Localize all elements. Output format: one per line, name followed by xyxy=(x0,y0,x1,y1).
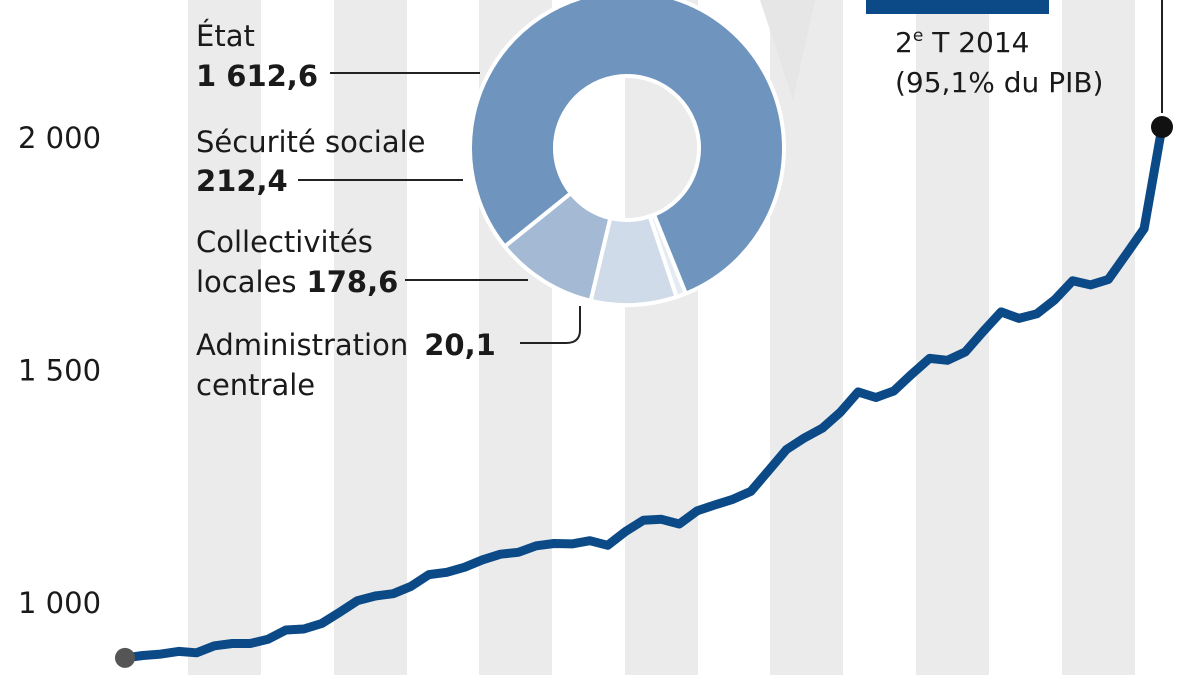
start-point-marker xyxy=(115,647,135,668)
slice-label-collectivites-line2: locales 178,6 xyxy=(196,265,398,299)
slice-value-securite-sociale: 212,4 xyxy=(196,164,288,198)
background-band xyxy=(1062,0,1135,675)
end-point-marker xyxy=(1151,115,1173,138)
callout-gdp-share: (95,1% du PIB) xyxy=(895,66,1103,99)
background-band xyxy=(625,0,698,675)
donut-slice-securite-sociale xyxy=(501,190,613,304)
debt-series-line xyxy=(120,122,1167,663)
slice-label-administration-line2: centrale xyxy=(196,368,315,402)
slice-label-etat: État xyxy=(196,19,255,53)
callout-wedge xyxy=(760,0,815,100)
background-band xyxy=(188,0,261,675)
callout-box xyxy=(866,0,1049,14)
background-band xyxy=(334,0,407,675)
y-tick-label: 1 500 xyxy=(18,354,101,388)
y-tick-label: 2 000 xyxy=(18,121,101,155)
callout-period: 2e T 2014 xyxy=(895,26,1029,59)
slice-label-securite-sociale: Sécurité sociale xyxy=(196,125,426,159)
donut-slice-etat xyxy=(468,0,786,297)
slice-label-collectivites: Collectivités xyxy=(196,225,373,259)
slice-label-administration: Administration 20,1 xyxy=(196,328,496,362)
donut-slice-administration xyxy=(647,212,689,300)
debt-breakdown-donut xyxy=(468,0,786,307)
background-band xyxy=(770,0,843,675)
slice-value-etat: 1 612,6 xyxy=(196,59,318,93)
leader-line-administration xyxy=(520,306,581,344)
y-tick-label: 1 000 xyxy=(18,586,101,620)
